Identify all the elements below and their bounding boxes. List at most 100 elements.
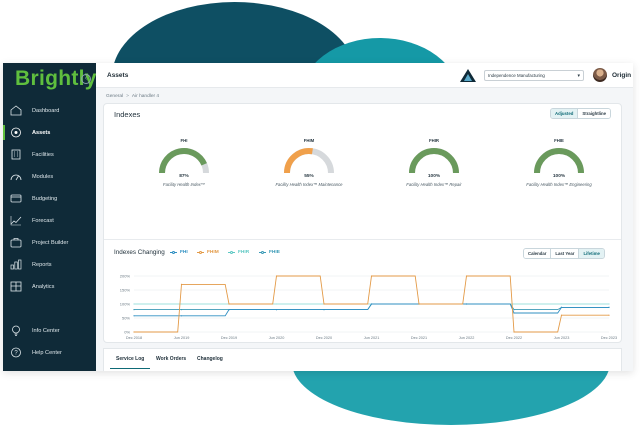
toggle-adjusted[interactable]: Adjusted bbox=[551, 109, 578, 118]
gauge-arc bbox=[534, 148, 584, 174]
gauge-value: 100% bbox=[552, 174, 566, 179]
data-point-fhim bbox=[513, 331, 515, 333]
data-point-fhi bbox=[465, 303, 468, 305]
legend-item-fhir[interactable]: FHIR bbox=[228, 250, 249, 255]
sidebar-item-label: Help Center bbox=[32, 349, 62, 356]
y-tick-label: 150% bbox=[120, 288, 131, 293]
gauge-description: Facility Health Index™ Engineering bbox=[526, 182, 592, 187]
legend-item-fhi[interactable]: FHI bbox=[170, 250, 188, 255]
gauge-value: 87% bbox=[179, 174, 189, 179]
data-point-fhim bbox=[323, 303, 325, 305]
sidebar-item-facilities[interactable]: Facilities bbox=[3, 145, 96, 164]
sidebar-item-dashboard[interactable]: Dashboard bbox=[3, 101, 96, 120]
sidebar-item-modules[interactable]: Modules bbox=[3, 167, 96, 186]
data-point-fhi bbox=[608, 306, 610, 308]
sidebar-item-label: Info Center bbox=[32, 327, 60, 334]
organization-select[interactable]: Independence Manufacturing ▾ bbox=[484, 70, 584, 81]
legend-item-fhie[interactable]: FHIE bbox=[259, 250, 280, 255]
data-point-fhi bbox=[370, 303, 373, 305]
gauge-description: Facility Health Index™ bbox=[163, 182, 205, 187]
gauge-value: 55% bbox=[304, 174, 314, 179]
collapse-sidebar-icon[interactable]: ‹ bbox=[81, 74, 91, 84]
range-calendar[interactable]: Calendar bbox=[524, 249, 551, 258]
legend-label: FHI bbox=[180, 250, 188, 255]
chart-title: Indexes Changing bbox=[114, 249, 165, 256]
sidebar: Brightly ‹ Dashboard Assets Facilities M… bbox=[3, 63, 96, 371]
range-toggle: Calendar Last Year Lifetime bbox=[523, 248, 605, 259]
range-last-year[interactable]: Last Year bbox=[550, 249, 579, 258]
sidebar-item-info-center[interactable]: Info Center bbox=[3, 321, 96, 340]
data-point-fhim bbox=[465, 275, 468, 277]
avatar[interactable] bbox=[593, 68, 607, 82]
data-point-fhie bbox=[513, 309, 515, 311]
data-point-fhim bbox=[228, 303, 230, 305]
x-tick-label: Dec 2020 bbox=[316, 336, 332, 340]
gauge-fhim: FHIM 55% Facility Health Index™ Maintenanc… bbox=[264, 138, 354, 187]
gauge-arc bbox=[284, 148, 334, 174]
home-icon bbox=[9, 105, 23, 117]
gauge-value: 100% bbox=[427, 174, 441, 179]
tab-work-orders[interactable]: Work Orders bbox=[156, 356, 187, 362]
gauge-code: FHI bbox=[180, 138, 188, 143]
range-lifetime[interactable]: Lifetime bbox=[578, 249, 604, 258]
toggle-straightline[interactable]: Straightline bbox=[577, 109, 611, 118]
section-divider bbox=[104, 239, 621, 240]
organization-logo-icon bbox=[460, 69, 476, 82]
indexes-title: Indexes bbox=[114, 110, 141, 119]
sidebar-item-budgeting[interactable]: Budgeting bbox=[3, 189, 96, 208]
brand-logo[interactable]: Brightly bbox=[15, 67, 97, 90]
gauge-arc bbox=[409, 148, 459, 174]
legend-label: FHIR bbox=[238, 250, 250, 255]
bar-chart-icon bbox=[9, 259, 23, 271]
data-point-fhim bbox=[180, 283, 183, 285]
gauge-fhie: FHIE 100% Facility Health Index™ Engineeri… bbox=[514, 138, 604, 187]
y-tick-label: 50% bbox=[122, 316, 130, 321]
gauge-fill bbox=[159, 148, 207, 174]
top-bar: Assets Independence Manufacturing ▾ Orig… bbox=[96, 63, 633, 88]
y-tick-label: 100% bbox=[120, 302, 131, 307]
y-tick-label: 0% bbox=[124, 330, 130, 335]
x-tick-label: Dec 2018 bbox=[126, 336, 142, 340]
x-tick-label: Dec 2022 bbox=[506, 336, 522, 340]
gauge-icon bbox=[9, 171, 23, 183]
sidebar-item-forecast[interactable]: Forecast bbox=[3, 211, 96, 230]
legend-label: FHIM bbox=[207, 250, 219, 255]
breadcrumb-current: Air handler 4 bbox=[131, 94, 160, 99]
lightbulb-icon bbox=[9, 325, 23, 337]
data-point-fhir bbox=[560, 303, 563, 305]
gauge-code: FHIM bbox=[303, 138, 315, 143]
sidebar-item-reports[interactable]: Reports bbox=[3, 255, 96, 274]
tab-changelog[interactable]: Changelog bbox=[197, 356, 223, 362]
sidebar-item-label: Modules bbox=[32, 173, 54, 180]
active-indicator bbox=[3, 125, 5, 140]
data-point-fhi bbox=[133, 315, 135, 317]
svg-text:?: ? bbox=[14, 351, 18, 357]
data-point-fhim bbox=[370, 275, 373, 277]
gauge-fhir: FHIR 100% Facility Health Index™ Repair bbox=[389, 138, 479, 187]
gauge-code: FHIE bbox=[554, 138, 564, 143]
breadcrumb-root[interactable]: General bbox=[106, 94, 124, 99]
data-point-fhir bbox=[180, 303, 183, 305]
data-point-fhie bbox=[180, 309, 183, 311]
sidebar-item-label: Project Builder bbox=[32, 239, 69, 246]
legend-item-fhim[interactable]: FHIM bbox=[197, 250, 219, 255]
data-point-fhi bbox=[323, 309, 325, 311]
data-point-fhim bbox=[418, 303, 420, 305]
x-tick-label: Dec 2021 bbox=[411, 336, 427, 340]
user-name[interactable]: Origin bbox=[612, 72, 632, 79]
sidebar-item-analytics[interactable]: Analytics bbox=[3, 277, 96, 296]
tab-service-log[interactable]: Service Log bbox=[109, 356, 151, 369]
sidebar-item-help-center[interactable]: ? Help Center bbox=[3, 343, 96, 362]
briefcase-icon bbox=[9, 237, 23, 249]
sidebar-item-project-builder[interactable]: Project Builder bbox=[3, 233, 96, 252]
data-point-fhie bbox=[133, 309, 135, 311]
chevron-right-icon: > bbox=[126, 94, 129, 99]
chevron-down-icon: ▾ bbox=[577, 73, 580, 79]
analytics-icon bbox=[9, 281, 23, 293]
sidebar-item-assets[interactable]: Assets bbox=[3, 123, 96, 142]
app-window: Brightly ‹ Dashboard Assets Facilities M… bbox=[3, 63, 633, 371]
data-point-fhir bbox=[513, 303, 515, 305]
sidebar-item-label: Assets bbox=[32, 129, 51, 136]
trend-icon bbox=[9, 215, 23, 227]
x-tick-label: Jun 2019 bbox=[174, 336, 190, 340]
